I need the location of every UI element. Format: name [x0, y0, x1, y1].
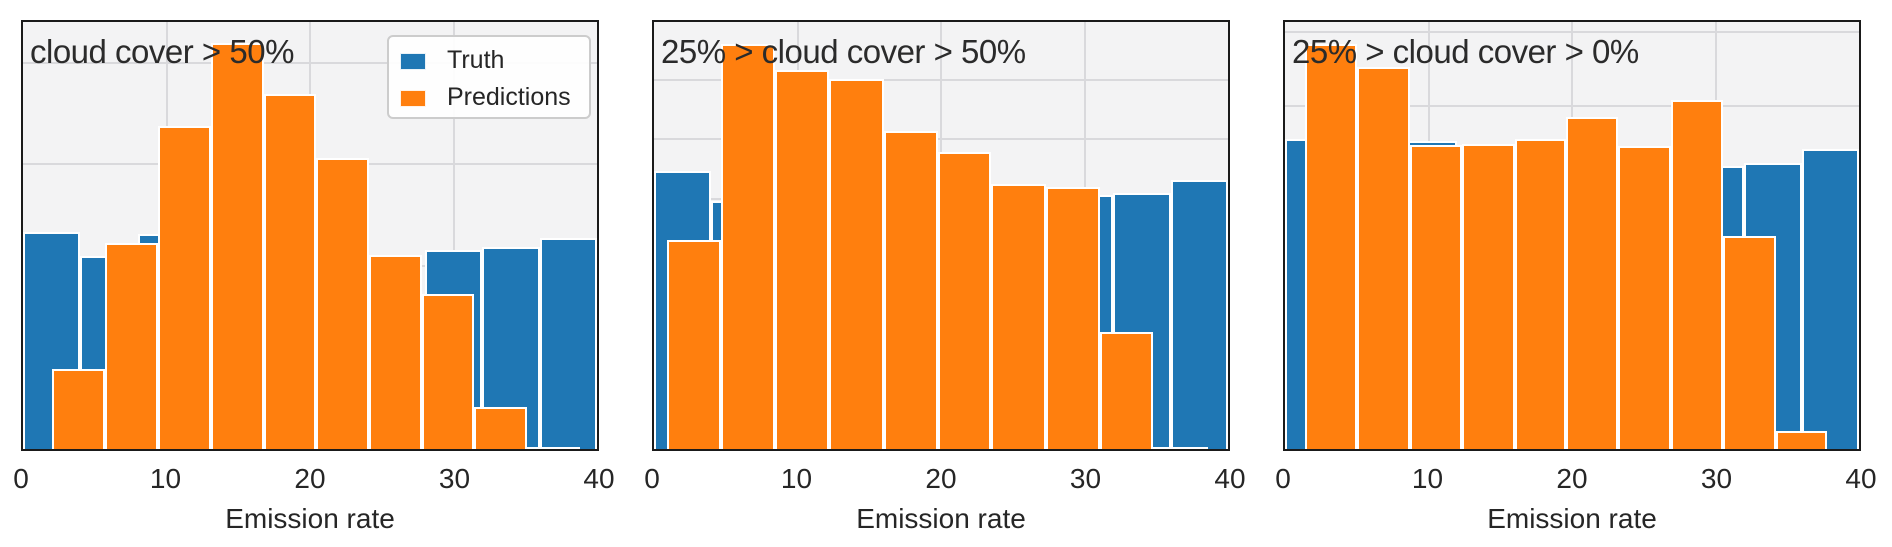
predictions-histogram-bar: [1100, 332, 1154, 449]
x-tick-label: 30: [1069, 463, 1102, 494]
x-tick-label: 30: [1700, 463, 1733, 494]
predictions-histogram-bar: [774, 69, 830, 449]
x-tick-label: 20: [294, 463, 326, 494]
predictions-histogram-bar: [315, 157, 369, 449]
predictions-histogram-bar: [1461, 144, 1515, 449]
x-tick-label: 10: [780, 463, 813, 494]
x-tick-label: 40: [583, 463, 615, 494]
x-axis-label: Emission rate: [856, 503, 1026, 534]
predictions-histogram-bar: [1514, 139, 1567, 449]
plot-region: [23, 22, 597, 449]
predictions-histogram-bar: [1722, 236, 1776, 449]
axes-area: 25% > cloud cover > 0%: [1283, 20, 1861, 451]
legend-label-predictions: Predictions: [447, 83, 571, 111]
x-tick-label: 20: [925, 463, 957, 494]
panel-cloud-cover-gt-50: cloud cover > 50% Truth Predictions 0 10 2…: [13, 0, 631, 547]
x-axis-ticks: 0 10 20 30 40: [13, 463, 614, 495]
predictions-histogram-bar: [368, 254, 422, 449]
predictions-histogram-bar: [421, 294, 474, 449]
predictions-histogram-bar: [1566, 116, 1618, 449]
x-axis-ticks: 0 10 20 30 40: [644, 463, 1245, 495]
x-tick-label: 0: [644, 463, 660, 494]
predictions-histogram-bar: [938, 152, 992, 449]
panel-title: 25% > cloud cover > 0%: [1292, 33, 1639, 70]
x-tick-label: 30: [438, 463, 471, 494]
predictions-histogram-bar: [991, 184, 1046, 449]
plot-region: [654, 22, 1228, 449]
predictions-histogram-bar: [264, 94, 316, 449]
x-axis-ticks: 0 10 20 30 40: [1275, 463, 1876, 495]
panel-title: cloud cover > 50%: [30, 33, 294, 70]
x-tick-label: 0: [13, 463, 29, 494]
legend-item-truth: Truth: [389, 42, 589, 80]
predictions-swatch-icon: [400, 90, 426, 107]
legend-label-truth: Truth: [447, 46, 505, 74]
predictions-histogram-bar: [1356, 67, 1410, 449]
x-tick-label: 40: [1214, 463, 1246, 494]
predictions-histogram-bar: [883, 131, 939, 449]
x-tick-label: 10: [149, 463, 182, 494]
axes-area: 25% > cloud cover > 50%: [652, 20, 1230, 451]
axes-area: cloud cover > 50% Truth Predictions: [21, 20, 599, 451]
legend-box: Truth Predictions: [387, 35, 591, 119]
predictions-histogram-bar: [1045, 187, 1101, 449]
predictions-histogram-bar: [1305, 43, 1357, 449]
predictions-histogram-bar: [51, 368, 105, 449]
predictions-histogram-bar: [157, 126, 211, 449]
panel-title: 25% > cloud cover > 50%: [661, 33, 1026, 70]
vertical-gridline: [452, 22, 455, 449]
plot-region: [1285, 22, 1859, 449]
predictions-histogram-bar: [1153, 446, 1208, 449]
predictions-histogram-bar: [210, 42, 265, 449]
predictions-histogram-bar: [1409, 144, 1462, 449]
predictions-histogram-bar: [526, 446, 580, 449]
panel-cloud-cover-25-50: 25% > cloud cover > 50% 0 10 20 30 40 Emissi…: [644, 0, 1262, 547]
predictions-histogram-bar: [1617, 146, 1671, 449]
predictions-histogram-bar: [104, 243, 158, 449]
x-tick-label: 40: [1845, 463, 1877, 494]
truth-histogram-bar: [1170, 180, 1228, 449]
truth-swatch-icon: [400, 53, 426, 70]
predictions-histogram-bar: [666, 239, 722, 449]
x-tick-label: 20: [1556, 463, 1588, 494]
predictions-histogram-bar: [829, 78, 884, 449]
predictions-histogram-bar: [721, 43, 775, 449]
x-axis-label: Emission rate: [225, 503, 395, 534]
predictions-histogram-bar: [1671, 100, 1723, 449]
predictions-histogram-bar: [1775, 430, 1828, 449]
x-tick-label: 0: [1275, 463, 1291, 494]
truth-histogram-bar: [1801, 149, 1859, 449]
legend-item-predictions: Predictions: [389, 79, 589, 117]
truth-histogram-bar: [539, 237, 597, 449]
x-tick-label: 10: [1411, 463, 1444, 494]
x-axis-label: Emission rate: [1487, 503, 1657, 534]
panel-cloud-cover-25-0: 25% > cloud cover > 0% 0 10 20 30 40 Emissio…: [1275, 0, 1892, 547]
predictions-histogram-bar: [473, 406, 527, 449]
